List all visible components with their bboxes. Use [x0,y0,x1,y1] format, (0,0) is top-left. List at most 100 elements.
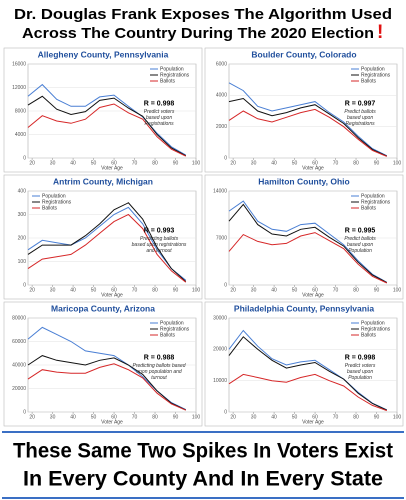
series-line [27,363,186,411]
x-tick-label: 40 [271,414,277,420]
x-tick-label: 50 [91,160,97,166]
x-tick-label: 90 [173,414,179,420]
annotation: R = 0.998 [144,100,175,107]
x-tick-label: 60 [111,160,117,166]
note: based upon [347,115,373,121]
y-tick-label: 6000 [216,61,227,67]
x-tick-label: 100 [393,160,402,166]
x-tick-label: 20 [29,414,35,420]
x-tick-label: 20 [230,287,236,293]
legend-label: Ballots [361,205,377,211]
x-tick-label: 60 [312,160,318,166]
legend-label: Ballots [361,78,377,84]
y-tick-label: 60000 [12,339,26,345]
y-tick-label: 400 [18,188,27,194]
panel-title: Maricopa County, Arizona [51,303,155,313]
x-tick-label: 70 [132,287,138,293]
legend-label: Population [42,193,66,199]
legend-label: Registrations [361,326,391,332]
y-tick-label: 0 [23,282,26,288]
note: based upon registrations [132,242,187,248]
x-tick-label: 50 [91,414,97,420]
series-line [228,336,388,411]
x-tick-label: 70 [333,287,339,293]
y-tick-label: 100 [18,259,27,265]
note: Predicting ballots [140,236,179,242]
x-tick-label: 100 [393,287,402,293]
series-line [228,108,387,157]
y-tick-label: 10000 [213,378,227,384]
y-tick-label: 30000 [213,315,227,321]
series-line [27,206,187,281]
x-tick-label: 50 [292,160,298,166]
footer-line: In Every County And In Every State [23,468,383,491]
x-tick-label: 20 [29,160,35,166]
y-tick-label: 200 [18,235,27,241]
series-line [27,202,187,282]
x-tick-label: 80 [353,160,359,166]
y-tick-label: 7000 [216,235,227,241]
x-tick-label: 90 [374,160,380,166]
x-tick-label: 40 [70,160,76,166]
series-line [228,82,388,157]
panel-title: Antrim County, Michigan [53,176,153,186]
x-axis-label: Voter Age [101,292,123,298]
y-tick-label: 12000 [12,85,26,91]
note: turnout [151,375,167,381]
x-tick-label: 30 [50,287,56,293]
note: Predict ballots [344,109,376,115]
y-tick-label: 4000 [15,132,26,138]
y-tick-label: 20000 [12,386,26,392]
x-tick-label: 70 [333,414,339,420]
y-tick-label: 300 [18,212,27,218]
exclamation: ! [377,22,383,43]
y-tick-label: 0 [224,282,227,288]
header-line: Across The Country During The 2020 Elect… [22,25,374,42]
x-tick-label: 90 [374,414,380,420]
y-tick-label: 0 [23,155,26,161]
legend-label: Registrations [160,72,190,78]
x-tick-label: 40 [70,287,76,293]
x-tick-label: 60 [111,414,117,420]
x-tick-label: 80 [152,287,158,293]
x-tick-label: 30 [50,414,56,420]
legend-label: Population [361,193,385,199]
x-tick-label: 40 [70,414,76,420]
x-tick-label: 80 [152,414,158,420]
note: Predict voters [345,363,376,369]
panel-title: Philadelphia County, Pennsylvania [234,303,374,313]
series-line [228,373,387,412]
annotation: R = 0.988 [144,354,175,361]
note: based upon [347,242,373,248]
legend-label: Ballots [361,332,377,338]
y-tick-label: 8000 [15,108,26,114]
legend-label: Population [160,320,184,326]
legend-label: Registrations [42,199,72,205]
y-tick-label: 40000 [12,362,26,368]
plot-area [228,317,398,413]
series-line [27,103,187,157]
x-tick-label: 100 [192,414,201,420]
annotation: R = 0.998 [345,354,376,361]
series-line [228,200,388,283]
note: Registrations [345,121,375,127]
x-axis-label: Voter Age [101,419,123,425]
annotation: R = 0.993 [144,227,175,234]
note: based upon [146,115,172,121]
legend-label: Registrations [361,199,391,205]
footer-line: These Same Two Spikes In Voters Exist [13,440,393,463]
x-tick-label: 60 [312,287,318,293]
legend-label: Registrations [361,72,391,78]
x-tick-label: 60 [312,414,318,420]
y-tick-label: 0 [224,155,227,161]
series-line [228,203,388,284]
series-line [27,213,187,283]
series-line [27,355,187,411]
x-tick-label: 90 [173,287,179,293]
x-tick-label: 40 [271,160,277,166]
y-tick-label: 14000 [213,188,227,194]
x-tick-label: 70 [333,160,339,166]
y-tick-label: 4000 [216,93,227,99]
x-tick-label: 30 [251,287,257,293]
